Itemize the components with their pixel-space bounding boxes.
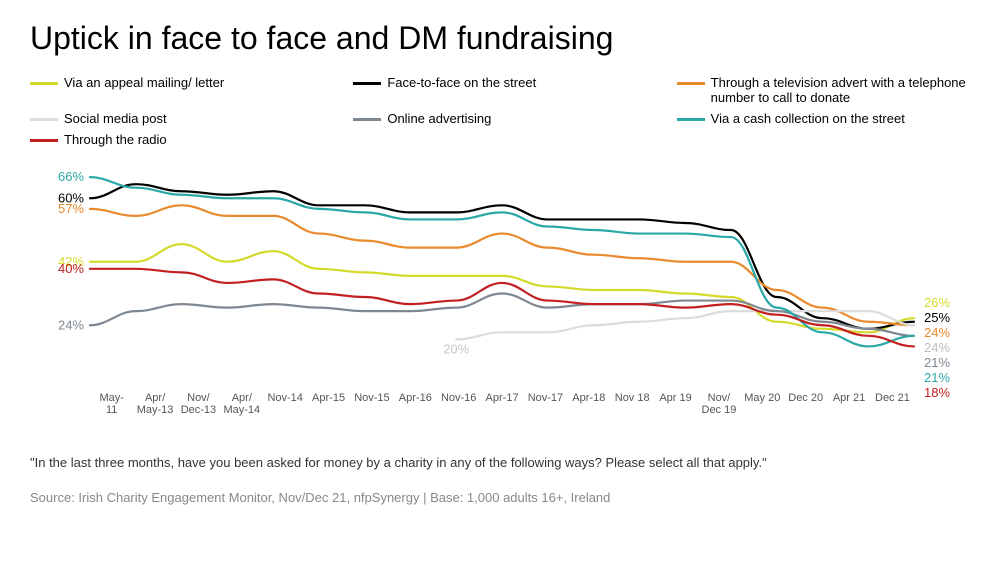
x-axis-labels: May- 11Apr/ May-13Nov/ Dec-13Apr/ May-14…	[90, 392, 914, 417]
legend-label: Through the radio	[64, 132, 167, 147]
legend-label: Face-to-face on the street	[387, 75, 536, 90]
question-text: "In the last three months, have you been…	[30, 455, 970, 470]
legend-label: Through a television advert with a telep…	[711, 75, 970, 105]
legend-swatch	[30, 82, 58, 85]
legend-swatch	[677, 82, 705, 85]
x-axis-label: Dec 21	[871, 392, 914, 417]
legend-swatch	[353, 118, 381, 121]
x-axis-label: Apr/ May-13	[133, 392, 176, 417]
legend-swatch	[353, 82, 381, 85]
series-line	[90, 244, 914, 332]
x-axis-label: Nov-16	[437, 392, 480, 417]
start-value-label: 57%	[58, 201, 84, 216]
legend-item: Via a cash collection on the street	[677, 111, 970, 126]
x-axis-label: Apr-17	[480, 392, 523, 417]
legend-swatch	[30, 139, 58, 142]
x-axis-label: Nov-14	[264, 392, 307, 417]
mid-value-label: 20%	[443, 341, 469, 356]
line-chart: 66%60%57%42%40%24%26%25%24%24%21%21%18%2…	[30, 157, 970, 417]
legend-label: Social media post	[64, 111, 167, 126]
end-value-label: 21%	[924, 355, 950, 370]
series-line	[90, 177, 914, 346]
end-value-label: 24%	[924, 325, 950, 340]
start-value-label: 40%	[58, 261, 84, 276]
x-axis-label: Apr 21	[827, 392, 870, 417]
legend-swatch	[30, 118, 58, 121]
legend-item: Social media post	[30, 111, 323, 126]
legend-item: Through a television advert with a telep…	[677, 75, 970, 105]
end-value-label: 26%	[924, 295, 950, 310]
legend-item: Face-to-face on the street	[353, 75, 646, 105]
legend-label: Online advertising	[387, 111, 491, 126]
start-value-label: 66%	[58, 169, 84, 184]
chart-area: 66%60%57%42%40%24%26%25%24%24%21%21%18%2…	[30, 157, 970, 417]
end-value-label: 25%	[924, 310, 950, 325]
x-axis-label: Nov/ Dec-13	[177, 392, 220, 417]
x-axis-label: Dec 20	[784, 392, 827, 417]
x-axis-label: Nov/ Dec 19	[697, 392, 740, 417]
x-axis-label: Nov-15	[350, 392, 393, 417]
legend: Via an appeal mailing/ letter Face-to-fac…	[30, 75, 970, 147]
x-axis-label: Apr-16	[394, 392, 437, 417]
x-axis-label: May 20	[741, 392, 784, 417]
x-axis-label: Apr-18	[567, 392, 610, 417]
start-value-label: 24%	[58, 317, 84, 332]
end-value-label: 24%	[924, 340, 950, 355]
x-axis-label: Apr 19	[654, 392, 697, 417]
x-axis-label: Apr/ May-14	[220, 392, 263, 417]
legend-item: Via an appeal mailing/ letter	[30, 75, 323, 105]
series-line	[90, 294, 914, 336]
legend-item: Online advertising	[353, 111, 646, 126]
end-value-label: 18%	[924, 385, 950, 400]
legend-label: Via an appeal mailing/ letter	[64, 75, 224, 90]
legend-swatch	[677, 118, 705, 121]
x-axis-label: Nov 18	[611, 392, 654, 417]
x-axis-label: Apr-15	[307, 392, 350, 417]
chart-title: Uptick in face to face and DM fundraisin…	[30, 20, 970, 57]
x-axis-label: May- 11	[90, 392, 133, 417]
source-text: Source: Irish Charity Engagement Monitor…	[30, 490, 970, 505]
end-value-label: 21%	[924, 370, 950, 385]
legend-item: Through the radio	[30, 132, 323, 147]
legend-label: Via a cash collection on the street	[711, 111, 905, 126]
x-axis-label: Nov-17	[524, 392, 567, 417]
